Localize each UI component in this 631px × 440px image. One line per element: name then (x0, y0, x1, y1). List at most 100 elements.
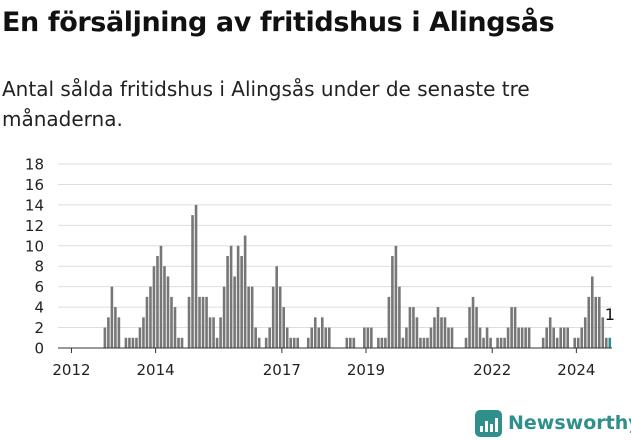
bar (233, 276, 236, 348)
bar (520, 327, 524, 348)
page-subtitle: Antal sålda fritidshus i Alingsås under … (2, 77, 530, 131)
bar (506, 327, 510, 348)
bar (320, 317, 324, 348)
bar (159, 245, 163, 348)
bar (135, 337, 138, 348)
bar (352, 337, 356, 348)
bar (499, 337, 503, 348)
bar (268, 327, 271, 348)
bar (138, 327, 142, 348)
bar (191, 215, 194, 348)
bar (114, 307, 117, 348)
bar (215, 337, 219, 348)
bar (285, 327, 289, 348)
bar (583, 317, 587, 348)
bar-latest (608, 337, 612, 348)
bar (306, 337, 310, 348)
bar (163, 266, 166, 348)
bar (247, 286, 250, 348)
bar (110, 286, 114, 348)
x-tick-label: 2017 (263, 361, 301, 379)
bar (363, 327, 366, 348)
bar-chart: 0 2 4 6 8 10 12 14 16 18 2012 2014 2017 2019 2022 2024… (25, 156, 615, 380)
x-tick-label: 2014 (137, 361, 175, 379)
bar (573, 337, 577, 348)
bar (566, 327, 570, 348)
bar (149, 286, 152, 348)
y-tick-label: 18 (25, 156, 44, 174)
bar (289, 337, 293, 348)
newsworthy-brand: Newsworthy (475, 406, 631, 440)
y-tick-label: 8 (34, 258, 44, 276)
bar (166, 276, 170, 348)
bar (310, 327, 314, 348)
brand-name: Newsworthy (508, 412, 631, 434)
bar (391, 256, 394, 348)
bar (527, 327, 531, 348)
bar (317, 327, 321, 348)
bar (349, 337, 352, 348)
bar (604, 337, 608, 348)
bar (426, 337, 429, 348)
bar (103, 327, 107, 348)
bar (240, 256, 243, 348)
bar (450, 327, 454, 348)
bar (447, 327, 450, 348)
bar (145, 296, 149, 348)
bar (594, 296, 598, 348)
bar (208, 317, 212, 348)
bar (250, 286, 254, 348)
bar (422, 337, 426, 348)
bar (401, 337, 405, 348)
bar (482, 337, 485, 348)
bar (464, 337, 468, 348)
bar (489, 337, 492, 348)
bar (282, 307, 285, 348)
bar (405, 327, 408, 348)
bar (384, 337, 387, 348)
bar (366, 327, 370, 348)
bar (324, 327, 328, 348)
bar (552, 327, 555, 348)
y-tick-label: 0 (34, 340, 44, 358)
bar (128, 337, 131, 348)
bar (292, 337, 296, 348)
bar (327, 327, 331, 348)
x-axis-ticks: 2012 2014 2017 2019 2022 2024 (52, 348, 595, 379)
bar (107, 317, 110, 348)
x-tick-label: 2022 (473, 361, 511, 379)
bar (555, 337, 559, 348)
bar (412, 307, 415, 348)
last-value-label: 1 (605, 305, 615, 324)
bar (562, 327, 566, 348)
bar (296, 337, 300, 348)
y-tick-label: 4 (34, 299, 44, 317)
bar (601, 317, 605, 348)
bar (345, 337, 349, 348)
bar (198, 296, 201, 348)
bar (152, 266, 156, 348)
bar (398, 286, 401, 348)
bar (580, 327, 584, 348)
y-tick-label: 16 (25, 176, 44, 194)
bar (510, 307, 513, 348)
bar (173, 307, 177, 348)
page-title: En försäljning av fritidshus i Alingsås (2, 7, 555, 38)
bar (254, 327, 257, 348)
x-tick-label: 2019 (347, 361, 385, 379)
bar (576, 337, 580, 348)
y-tick-label: 2 (34, 319, 44, 337)
bar (205, 296, 208, 348)
bar (222, 286, 226, 348)
bar (124, 337, 128, 348)
bar (313, 317, 317, 348)
bar (370, 327, 373, 348)
bar (156, 256, 159, 348)
bar (170, 296, 173, 348)
bar (524, 327, 527, 348)
bar (471, 296, 475, 348)
bar (513, 307, 517, 348)
bar (433, 317, 436, 348)
bar (545, 327, 548, 348)
bar (271, 286, 275, 348)
